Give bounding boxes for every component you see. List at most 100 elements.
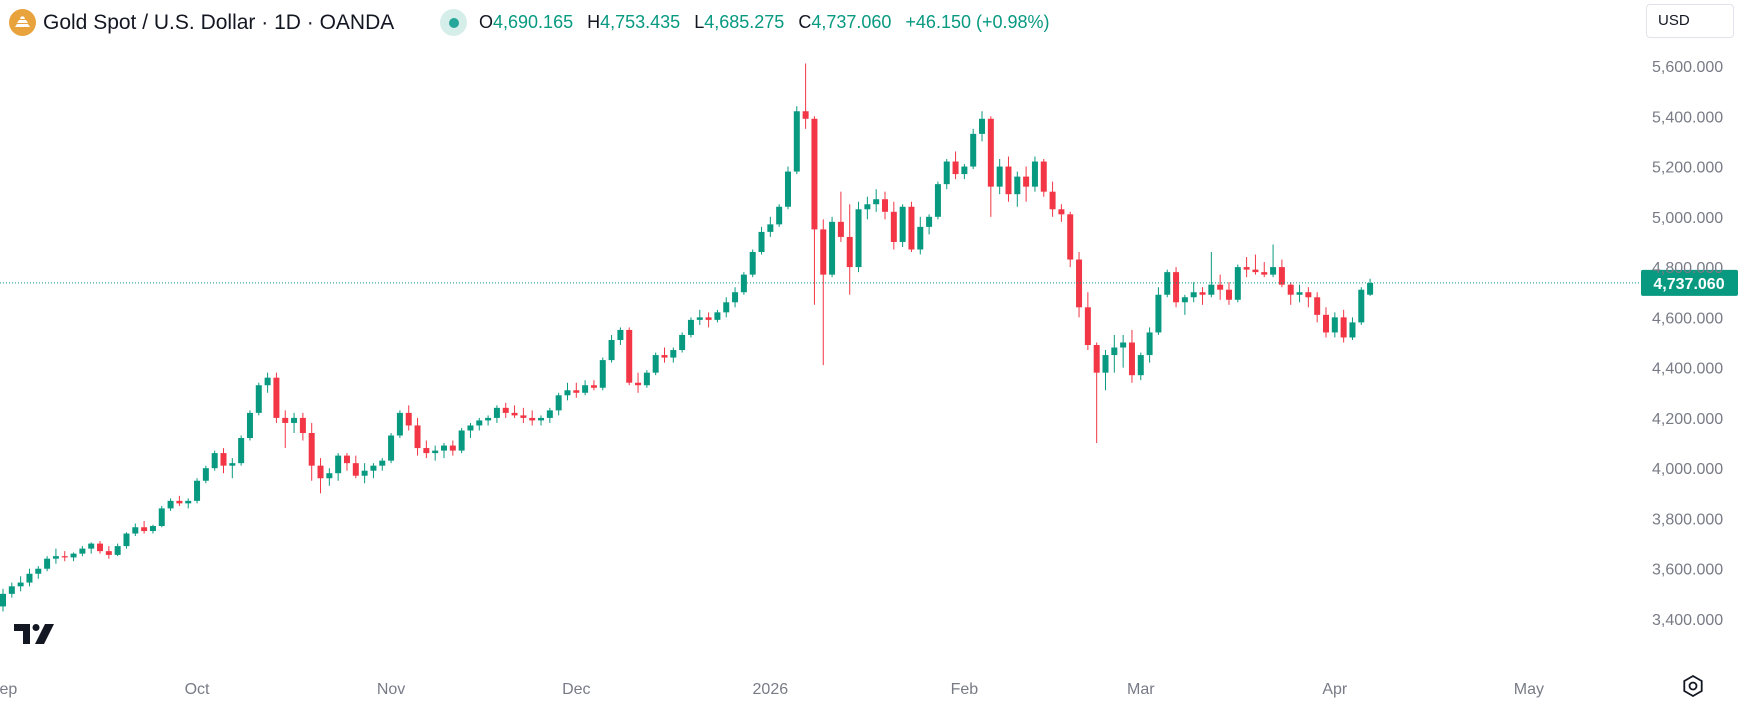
candle	[546, 407, 553, 423]
candle-body	[899, 206, 906, 242]
candle-body	[502, 407, 509, 413]
candle	[917, 216, 924, 255]
candle-body	[599, 360, 606, 388]
candle	[1199, 287, 1206, 305]
candle	[1296, 284, 1303, 303]
candle	[1358, 287, 1365, 325]
x-tick-label: Sep	[0, 681, 17, 698]
low-value: 4,685.275	[704, 12, 785, 32]
candle	[1252, 254, 1259, 275]
ohlc-values: O4,690.165 H4,753.435 L4,685.275 C4,737.…	[479, 9, 1050, 36]
candle-body	[943, 161, 950, 185]
candle-body	[167, 500, 174, 509]
candle	[8, 582, 15, 598]
candle	[1120, 334, 1127, 368]
candle	[1261, 262, 1268, 278]
candle-body	[123, 533, 130, 547]
candle-body	[564, 390, 571, 396]
candle-body	[1093, 345, 1100, 373]
candle	[1314, 292, 1321, 323]
market-status-icon[interactable]	[440, 9, 467, 36]
candle	[573, 382, 580, 398]
candle	[158, 505, 165, 528]
candle	[52, 548, 59, 564]
candle-body	[1270, 267, 1277, 275]
candle	[961, 164, 968, 180]
candle	[714, 309, 721, 323]
candle-body	[855, 209, 862, 268]
candle	[246, 410, 253, 441]
candle	[784, 166, 791, 210]
settings-icon[interactable]	[1680, 673, 1706, 699]
candle-body	[185, 500, 192, 504]
candle-body	[1031, 161, 1038, 187]
y-tick-label: 4,400.000	[1652, 361, 1723, 378]
y-tick-label: 5,000.000	[1652, 210, 1723, 227]
currency-selector[interactable]: USD	[1646, 4, 1734, 38]
candle-body	[229, 463, 236, 466]
candle-body	[308, 432, 315, 466]
candle	[811, 116, 818, 305]
candle	[520, 407, 527, 423]
candle-body	[573, 390, 580, 393]
candle	[1102, 350, 1109, 391]
candle	[194, 478, 201, 504]
symbol-title[interactable]: Gold Spot / U.S. Dollar · 1D · OANDA	[43, 11, 395, 34]
candle	[608, 334, 615, 363]
candle-body	[132, 527, 139, 534]
candle-body	[52, 556, 59, 559]
candle	[317, 458, 324, 494]
candle-body	[520, 415, 527, 418]
candle	[1181, 294, 1188, 315]
candle-body	[679, 334, 686, 351]
candle-body	[414, 425, 421, 449]
candle-body	[590, 385, 597, 388]
candle	[635, 372, 642, 393]
candle-body	[1076, 259, 1083, 308]
candle-body	[1314, 297, 1321, 315]
candle-body	[1296, 292, 1303, 295]
candle-body	[952, 161, 959, 175]
candle	[1190, 282, 1197, 303]
candle	[590, 380, 597, 391]
candle	[414, 417, 421, 456]
candle-body	[802, 111, 809, 119]
candle	[485, 415, 492, 426]
candle	[538, 415, 545, 426]
candle-body	[820, 229, 827, 275]
candle-body	[432, 450, 439, 454]
candle	[35, 566, 42, 579]
candle	[476, 417, 483, 431]
candle-body	[1208, 284, 1215, 295]
candle-body	[643, 372, 650, 386]
candle-body	[1358, 289, 1365, 323]
time-axis: Sep Oct Nov Dec 2026 Feb Mar Apr May	[0, 681, 1544, 698]
candle	[308, 422, 315, 481]
candle	[17, 576, 24, 592]
candle-body	[661, 355, 668, 358]
candle	[167, 498, 174, 511]
candle	[617, 327, 624, 346]
candle-body	[449, 445, 456, 451]
candle-body	[979, 118, 986, 134]
candle-body	[141, 527, 148, 532]
candle	[1243, 257, 1250, 278]
tradingview-logo[interactable]	[14, 622, 62, 646]
candle	[564, 382, 571, 401]
candle-body	[158, 508, 165, 526]
candle	[529, 410, 536, 426]
candle-body	[485, 417, 492, 421]
candle-body	[714, 312, 721, 320]
gold-symbol-icon[interactable]	[9, 9, 36, 36]
candle	[211, 450, 218, 471]
candle-body	[635, 382, 642, 386]
candle	[837, 191, 844, 242]
candle-body	[1261, 272, 1268, 275]
candle-body	[1137, 355, 1144, 376]
candle-body	[1155, 294, 1162, 333]
candle	[61, 551, 68, 562]
candle	[1067, 211, 1074, 268]
candle-body	[1287, 284, 1294, 295]
candle	[255, 382, 262, 416]
